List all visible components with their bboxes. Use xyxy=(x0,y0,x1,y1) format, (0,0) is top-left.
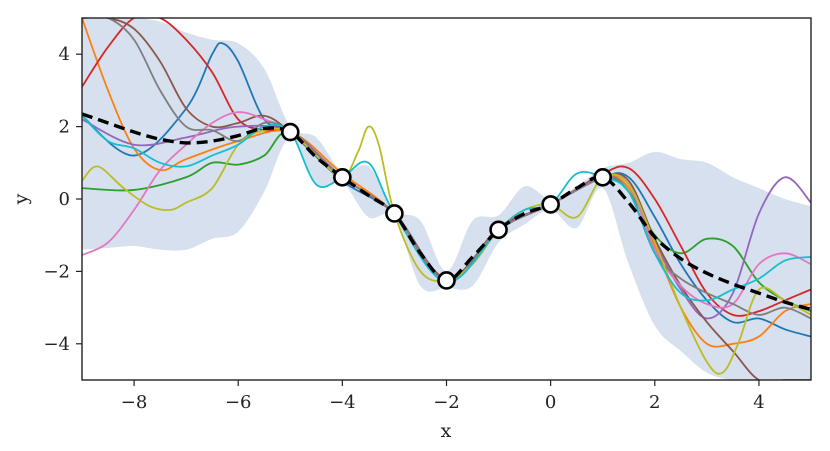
x-tick-label: −6 xyxy=(225,392,252,413)
x-tick-label: −8 xyxy=(121,392,148,413)
y-tick-label: 2 xyxy=(59,117,70,138)
observation-point xyxy=(489,220,508,240)
x-tick-label: −2 xyxy=(433,392,460,413)
observation-point xyxy=(280,122,300,142)
x-tick-label: 4 xyxy=(753,392,764,413)
x-axis-label: x xyxy=(441,420,452,442)
y-axis-label: y xyxy=(10,193,32,205)
observation-point xyxy=(333,167,352,187)
plot-area xyxy=(82,18,811,380)
confidence-band xyxy=(82,18,811,380)
x-axis: −8 −6 −4 −2 0 2 4 xyxy=(121,380,765,413)
x-tick-label: −4 xyxy=(329,392,356,413)
y-tick-label: −4 xyxy=(43,334,70,355)
observation-point xyxy=(385,204,404,223)
x-tick-label: 2 xyxy=(649,392,660,413)
y-tick-label: −2 xyxy=(43,261,70,282)
y-tick-label: 4 xyxy=(59,44,70,65)
y-tick-label: 0 xyxy=(59,189,70,210)
observation-point xyxy=(593,167,613,187)
observation-point xyxy=(437,271,456,290)
x-tick-label: 0 xyxy=(545,392,556,413)
sample-line-9 xyxy=(82,125,811,375)
y-axis: −4 −2 0 2 4 xyxy=(43,44,82,355)
observation-point xyxy=(541,195,560,214)
